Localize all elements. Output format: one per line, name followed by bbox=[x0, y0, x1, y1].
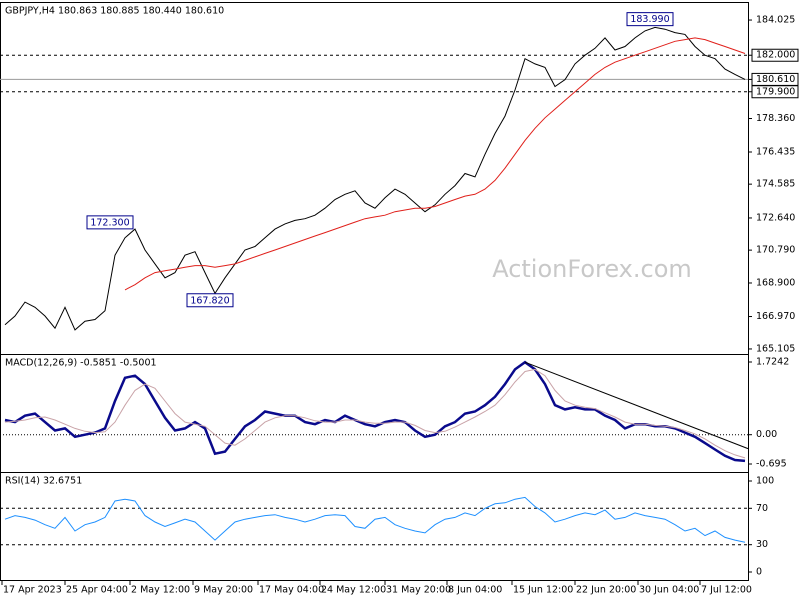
x-tick-label: 2 May 12:00 bbox=[131, 585, 190, 596]
y-tick-label: 179.900 bbox=[756, 86, 795, 97]
y-tick-label: 174.585 bbox=[756, 179, 795, 190]
y-tick-label: 165.105 bbox=[756, 343, 795, 354]
annotation-label: 167.820 bbox=[190, 295, 229, 306]
annotation-label: 183.990 bbox=[630, 14, 669, 25]
annotation-box bbox=[86, 215, 134, 230]
x-tick-label: 8 Jun 04:00 bbox=[448, 585, 502, 596]
watermark: ActionForex.com bbox=[492, 255, 692, 283]
y-tick-label: -0.695 bbox=[756, 459, 787, 470]
y-tick-label: 184.025 bbox=[756, 15, 795, 26]
x-tick-label: 15 Jun 12:00 bbox=[513, 585, 573, 596]
annotation-box bbox=[186, 293, 234, 308]
y-tick-label: 1.7242 bbox=[756, 357, 789, 368]
trend-line bbox=[524, 361, 749, 450]
panel-title: MACD(12,26,9) -0.5851 -0.5001 bbox=[5, 358, 157, 369]
x-tick-label: 25 Apr 04:00 bbox=[66, 585, 128, 596]
x-tick-label: 17 Apr 2023 bbox=[3, 585, 62, 596]
y-tick-label: 0 bbox=[756, 566, 762, 577]
series-line bbox=[4, 496, 746, 543]
panel-title: RSI(14) 32.6751 bbox=[5, 476, 82, 487]
x-tick-label: 7 Jul 12:00 bbox=[701, 585, 752, 596]
annotation-label: 172.300 bbox=[90, 217, 129, 228]
series-line bbox=[4, 360, 746, 463]
y-tick-label: 178.360 bbox=[756, 113, 795, 124]
y-tick-label: 0.00 bbox=[756, 429, 777, 440]
y-tick-label: 168.900 bbox=[756, 277, 795, 288]
panel-frame bbox=[0, 472, 749, 581]
y-tick-label: 166.970 bbox=[756, 311, 795, 322]
series-line bbox=[4, 368, 746, 459]
x-tick-label: 31 May 20:00 bbox=[386, 585, 451, 596]
y-tick-label: 180.610 bbox=[756, 74, 795, 85]
series-line bbox=[4, 26, 746, 331]
x-tick-label: 30 Jun 04:00 bbox=[639, 585, 699, 596]
x-tick-label: 24 May 12:00 bbox=[321, 585, 386, 596]
series-line bbox=[124, 37, 746, 291]
x-tick-label: 9 May 20:00 bbox=[194, 585, 253, 596]
x-tick-label: 17 May 04:00 bbox=[259, 585, 324, 596]
annotation-box bbox=[626, 12, 674, 27]
y-tick-label: 176.435 bbox=[756, 146, 795, 157]
level-box bbox=[751, 72, 799, 86]
panel-title: GBPJPY,H4 180.863 180.885 180.440 180.61… bbox=[5, 6, 224, 17]
level-box bbox=[751, 48, 799, 62]
y-tick-label: 172.640 bbox=[756, 212, 795, 223]
x-tick-label: 22 Jun 20:00 bbox=[576, 585, 636, 596]
y-tick-label: 182.000 bbox=[756, 50, 795, 61]
y-tick-label: 100 bbox=[756, 476, 774, 487]
y-tick-label: 170.790 bbox=[756, 245, 795, 256]
y-tick-label: 70 bbox=[756, 503, 768, 514]
y-tick-label: 30 bbox=[756, 539, 768, 550]
panel-frame bbox=[0, 354, 749, 473]
